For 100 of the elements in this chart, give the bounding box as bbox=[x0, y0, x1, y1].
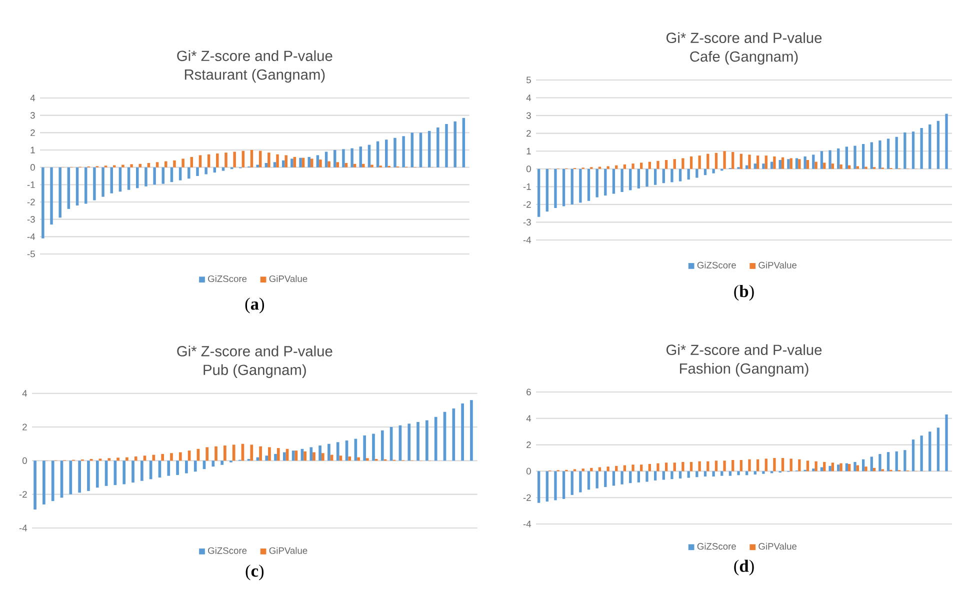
bar bbox=[620, 168, 624, 192]
bar bbox=[712, 471, 715, 476]
bar bbox=[42, 460, 46, 504]
bar bbox=[224, 446, 226, 461]
bar bbox=[461, 403, 464, 461]
bar bbox=[132, 460, 134, 483]
bar bbox=[258, 150, 262, 168]
bar bbox=[293, 156, 296, 168]
bar bbox=[416, 422, 420, 461]
bar bbox=[318, 446, 322, 461]
bar bbox=[250, 444, 254, 461]
bar bbox=[604, 471, 607, 488]
legend-label: GiZScore bbox=[697, 542, 736, 550]
bar bbox=[704, 168, 707, 176]
bar bbox=[656, 160, 660, 169]
bar bbox=[664, 160, 668, 169]
bar bbox=[696, 168, 698, 178]
bar bbox=[410, 132, 414, 168]
bar bbox=[196, 167, 199, 176]
bar bbox=[840, 164, 842, 169]
bar bbox=[936, 120, 940, 169]
bar bbox=[336, 162, 339, 168]
bar bbox=[302, 158, 305, 168]
y-tick-label: -5 bbox=[27, 250, 35, 258]
bar bbox=[108, 458, 111, 461]
bar bbox=[928, 124, 932, 169]
bar bbox=[587, 168, 590, 201]
bar bbox=[273, 162, 276, 168]
bar bbox=[178, 452, 182, 461]
y-tick-label: 3 bbox=[30, 112, 35, 119]
y-tick-label: -4 bbox=[27, 233, 36, 240]
bar bbox=[359, 146, 362, 168]
bar bbox=[790, 158, 792, 169]
text: (d) bbox=[734, 560, 754, 576]
bar bbox=[828, 150, 832, 169]
bar bbox=[328, 161, 330, 168]
bar bbox=[242, 150, 245, 168]
bar bbox=[312, 452, 316, 461]
bar bbox=[284, 155, 288, 168]
bar bbox=[152, 454, 156, 461]
bar bbox=[310, 158, 314, 168]
bar bbox=[147, 163, 150, 168]
bar bbox=[748, 154, 751, 169]
bar bbox=[762, 164, 765, 169]
bar bbox=[690, 156, 693, 169]
bar bbox=[604, 168, 607, 196]
bar bbox=[612, 168, 616, 194]
bar bbox=[402, 136, 405, 168]
bar bbox=[87, 460, 90, 491]
bar bbox=[837, 464, 840, 472]
y-tick-label: 0 bbox=[526, 468, 531, 474]
bar bbox=[353, 164, 356, 168]
bar bbox=[773, 156, 776, 169]
bar bbox=[170, 167, 174, 182]
bar bbox=[118, 167, 122, 192]
bar bbox=[428, 130, 431, 168]
bar bbox=[76, 167, 79, 206]
bar bbox=[299, 158, 302, 168]
bar bbox=[554, 471, 557, 500]
bar bbox=[554, 168, 557, 208]
bar bbox=[920, 128, 923, 169]
bar bbox=[748, 459, 751, 472]
bar bbox=[122, 460, 126, 484]
chart-subtitle: Cafe (Gangnam) bbox=[690, 50, 798, 65]
bar bbox=[714, 152, 718, 169]
bar bbox=[233, 152, 236, 168]
bar bbox=[856, 166, 859, 169]
bar bbox=[656, 463, 660, 472]
bar bbox=[579, 168, 582, 203]
bar bbox=[823, 162, 826, 169]
y-tick-label: 4 bbox=[22, 390, 28, 397]
bar bbox=[670, 168, 674, 182]
bar bbox=[714, 460, 718, 472]
bar bbox=[182, 158, 184, 168]
bar bbox=[928, 432, 932, 472]
bar bbox=[878, 454, 882, 472]
bar bbox=[426, 420, 428, 461]
bar bbox=[648, 162, 651, 169]
bar bbox=[828, 466, 832, 472]
bar bbox=[324, 152, 328, 168]
bar bbox=[587, 471, 590, 490]
bar bbox=[380, 430, 384, 461]
bar bbox=[870, 142, 873, 169]
legend-label: GiPValue bbox=[758, 542, 797, 550]
bar bbox=[632, 464, 634, 472]
bar bbox=[462, 118, 466, 168]
chart-title: Gi* Z-score and P-value bbox=[666, 344, 822, 356]
bar bbox=[126, 457, 128, 461]
bar bbox=[170, 453, 173, 461]
bar bbox=[138, 164, 142, 168]
bar bbox=[820, 467, 824, 472]
bar bbox=[640, 162, 643, 169]
bar bbox=[854, 146, 856, 169]
bar bbox=[256, 164, 259, 168]
legend-label: GiZScore bbox=[208, 275, 247, 282]
y-tick-label: -2 bbox=[27, 198, 35, 206]
bar bbox=[58, 167, 62, 218]
y-tick-label: 1 bbox=[30, 146, 35, 154]
bar bbox=[173, 160, 176, 168]
bar bbox=[274, 454, 277, 461]
